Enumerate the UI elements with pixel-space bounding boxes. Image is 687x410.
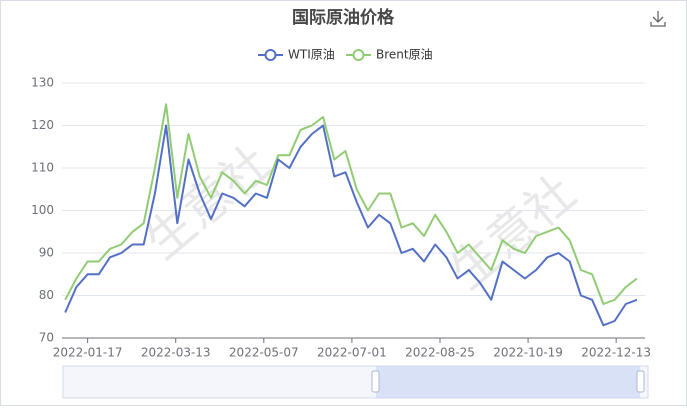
legend-label: WTI原油 — [288, 48, 335, 62]
chart-title: 国际原油价格 — [292, 7, 395, 28]
x-tick-label: 2022-08-25 — [405, 346, 475, 360]
zoom-selection[interactable] — [376, 366, 640, 398]
legend-marker — [264, 49, 277, 61]
data-zoom[interactable] — [62, 365, 649, 399]
zoom-handle[interactable] — [636, 370, 645, 393]
download-glyph[interactable] — [650, 11, 666, 27]
x-tick-label: 2022-01-17 — [53, 346, 123, 360]
y-tick-label: 80 — [39, 288, 54, 302]
legend-label: Brent原油 — [376, 48, 433, 62]
x-tick-label: 2022-05-07 — [229, 346, 299, 360]
x-tick-label: 2022-03-13 — [141, 346, 211, 360]
download-icon[interactable] — [650, 11, 666, 27]
y-tick-label: 110 — [31, 161, 54, 175]
y-tick-label: 90 — [39, 246, 54, 260]
y-tick-label: 130 — [31, 76, 54, 90]
y-tick-label: 100 — [31, 203, 54, 217]
series-line — [64, 103, 638, 305]
x-tick-label: 2022-10-19 — [493, 346, 563, 360]
zoom-handle[interactable] — [371, 370, 380, 393]
x-tick-label: 2022-07-01 — [317, 346, 387, 360]
series-line — [64, 124, 638, 327]
y-tick-label: 120 — [31, 118, 54, 132]
legend: WTI原油 Brent原油 — [258, 48, 433, 62]
x-tick-label: 2022-12-13 — [581, 346, 651, 360]
y-tick-label: 70 — [39, 331, 54, 345]
legend-marker — [352, 49, 365, 61]
